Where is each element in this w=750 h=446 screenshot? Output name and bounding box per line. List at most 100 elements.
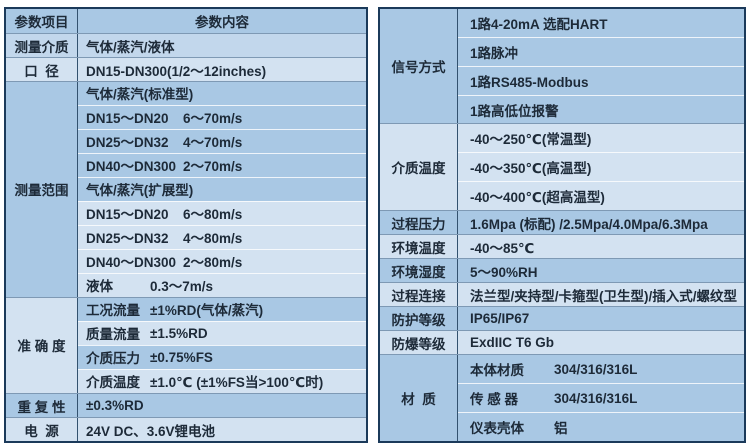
table-header-row: 参数项目 参数内容 [6, 9, 366, 33]
spec-value: 304/316/316L [554, 361, 638, 377]
spec-value: -40～400℃(超高温型) [470, 190, 605, 206]
spec-name: DN25～DN32 [86, 135, 169, 151]
spec-row: DN25～DN32 4～70m/s [78, 128, 366, 153]
spec-row: 气体/蒸汽(扩展型) [78, 176, 366, 201]
spec-value: 304/316/316L [554, 390, 638, 406]
spec-value: 4～80m/s [183, 231, 243, 247]
spec-row: DN40～DN300 2～70m/s [78, 152, 366, 177]
spec-value: 2～70m/s [183, 159, 243, 175]
spec-value: 铝 [554, 421, 568, 437]
spec-row: 法兰型/夹持型/卡箍型(卫生型)/插入式/螺纹型 [458, 283, 744, 307]
spec-name: 介质压力 [86, 351, 140, 367]
spec-value: IP65/IP67 [470, 311, 530, 327]
spec-row: -40～250℃(常温型) [458, 124, 744, 153]
spec-value: 2～80m/s [183, 255, 243, 271]
section-rows: ExdIIC T6 Gb [458, 331, 744, 355]
section-rows: 1路4-20mA 选配HART 1路脉冲 1路RS485-Modbus 1路高低位报警 [458, 9, 744, 124]
section-rows: IP65/IP67 [458, 307, 744, 331]
header-parameter-content: 参数内容 [78, 9, 366, 33]
spec-row: IP65/IP67 [458, 307, 744, 331]
section-label: 防爆等级 [380, 331, 458, 355]
spec-section: 测量范围 气体/蒸汽(标准型) DN15～DN20 6～70m/s DN25～DN32 4… [6, 81, 366, 297]
spec-name: 仪表壳体 [470, 421, 524, 437]
section-label: 过程连接 [380, 283, 458, 307]
section-label: 材 质 [380, 355, 458, 441]
spec-value: 1路高低位报警 [470, 103, 559, 119]
spec-row: DN25～DN32 4～80m/s [78, 224, 366, 249]
spec-row: 介质压力 ±0.75%FS [78, 344, 366, 369]
spec-value: ExdIIC T6 Gb [470, 335, 555, 351]
spec-value: 6～80m/s [183, 207, 243, 223]
section-label: 信号方式 [380, 9, 458, 124]
spec-name: 液体 [86, 279, 113, 295]
spec-section: 过程压力 1.6Mpa (标配) /2.5Mpa/4.0Mpa/6.3Mpa [380, 210, 744, 235]
spec-row: -40～85℃ [458, 235, 744, 259]
spec-name: 工况流量 [86, 303, 140, 319]
spec-section: 信号方式 1路4-20mA 选配HART 1路脉冲 1路RS485-Modbus 1路高… [380, 9, 744, 124]
spec-name: DN25～DN32 [86, 231, 169, 247]
spec-section: 防护等级 IP65/IP67 [380, 306, 744, 331]
section-rows: 法兰型/夹持型/卡箍型(卫生型)/插入式/螺纹型 [458, 283, 744, 307]
spec-section: 材 质本体材质 304/316/316L 传 感 器 304/316/316L 仪表壳体… [380, 354, 744, 442]
spec-section: 口 径 DN15-DN300(1/2～12inches) [6, 57, 366, 81]
spec-name: DN15～DN20 [86, 207, 169, 223]
section-rows: 本体材质 304/316/316L 传 感 器 304/316/316L 仪表壳体 铝 [458, 355, 744, 442]
spec-section: 环境湿度 5～90%RH [380, 258, 744, 283]
spec-value: 0.3～7m/s [150, 279, 214, 295]
spec-value: 气体/蒸汽(扩展型) [86, 183, 194, 199]
spec-value: ±1%RD(气体/蒸汽) [150, 303, 264, 319]
section-rows: ±0.3%RD [78, 394, 366, 417]
spec-section: 过程连接 法兰型/夹持型/卡箍型(卫生型)/插入式/螺纹型 [380, 282, 744, 307]
spec-value: 1路RS485-Modbus [470, 74, 589, 90]
section-rows: 气体/蒸汽(标准型) DN15～DN20 6～70m/s DN25～DN32 4～70m… [78, 82, 366, 297]
section-label: 测量介质 [6, 34, 78, 57]
spec-section: 电 源 24V DC、3.6V锂电池 [6, 417, 366, 441]
spec-row: -40～400℃(超高温型) [458, 181, 744, 211]
spec-value: -40～250℃(常温型) [470, 132, 592, 148]
spec-value: 24V DC、3.6V锂电池 [86, 423, 216, 439]
spec-name: DN40～DN300 [86, 159, 177, 175]
section-rows: 24V DC、3.6V锂电池 [78, 418, 366, 441]
spec-value: 1路4-20mA 选配HART [470, 16, 608, 32]
spec-section: 介质温度 -40～250℃(常温型) -40～350℃(高温型) -40～400℃(超… [380, 123, 744, 211]
section-rows: 5～90%RH [458, 259, 744, 283]
spec-section: 防爆等级 ExdIIC T6 Gb [380, 330, 744, 355]
section-label: 过程压力 [380, 211, 458, 235]
spec-name: 本体材质 [470, 363, 524, 379]
spec-value: 5～90%RH [470, 264, 538, 280]
spec-row: DN15～DN20 6～80m/s [78, 200, 366, 225]
spec-value: 法兰型/夹持型/卡箍型(卫生型)/插入式/螺纹型 [470, 288, 737, 304]
spec-row: 1路脉冲 [458, 36, 744, 66]
section-label: 测量范围 [6, 82, 78, 297]
section-label: 电 源 [6, 418, 78, 441]
spec-value: ±1.0℃ (±1%FS当>100℃时) [150, 375, 324, 391]
spec-name: DN40～DN300 [86, 255, 177, 271]
spec-row: DN15-DN300(1/2～12inches) [78, 58, 366, 81]
spec-row: 气体/蒸汽/液体 [78, 34, 366, 57]
spec-row: ExdIIC T6 Gb [458, 331, 744, 355]
spec-row: 24V DC、3.6V锂电池 [78, 418, 366, 441]
section-label: 准 确 度 [6, 297, 78, 393]
spec-row: DN15～DN20 6～70m/s [78, 104, 366, 129]
spec-row: 5～90%RH [458, 259, 744, 283]
section-label: 口 径 [6, 58, 78, 81]
spec-row: -40～350℃(高温型) [458, 152, 744, 182]
spec-row: ±0.3%RD [78, 394, 366, 417]
spec-value: 1.6Mpa (标配) /2.5Mpa/4.0Mpa/6.3Mpa [470, 216, 708, 232]
section-label: 环境温度 [380, 235, 458, 259]
spec-row: 1.6Mpa (标配) /2.5Mpa/4.0Mpa/6.3Mpa [458, 211, 744, 235]
spec-row: 本体材质 304/316/316L [458, 355, 744, 384]
spec-row: 液体 0.3～7m/s [78, 272, 366, 297]
spec-row: 1路RS485-Modbus [458, 65, 744, 95]
spec-value: 气体/蒸汽(标准型) [86, 87, 194, 103]
spec-value: -40～85℃ [470, 240, 535, 256]
spec-row: 传 感 器 304/316/316L [458, 383, 744, 413]
spec-row: 工况流量 ±1%RD(气体/蒸汽) [78, 297, 366, 321]
section-rows: 气体/蒸汽/液体 [78, 34, 366, 57]
section-label: 防护等级 [380, 307, 458, 331]
spec-value: 6～70m/s [183, 111, 243, 127]
parameters-table-left: 参数项目 参数内容 测量介质 气体/蒸汽/液体口 径 DN15-DN300(1/2～… [4, 7, 368, 443]
spec-row: 1路高低位报警 [458, 94, 744, 124]
spec-row: 介质温度 ±1.0℃ (±1%FS当>100℃时) [78, 368, 366, 393]
